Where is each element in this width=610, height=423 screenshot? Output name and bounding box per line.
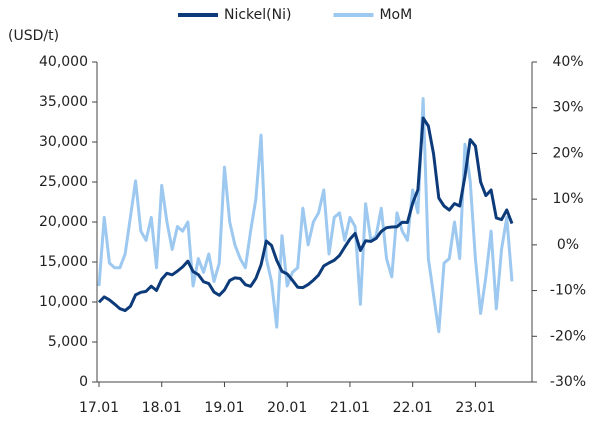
y-tick-label: 10,000 bbox=[39, 294, 88, 310]
y-tick-label: 0 bbox=[79, 374, 88, 390]
x-tick-label: 19.01 bbox=[204, 400, 244, 416]
x-tick-label: 18.01 bbox=[142, 400, 182, 416]
y-tick-label: 40,000 bbox=[39, 54, 88, 70]
y2-tick-label: -10% bbox=[550, 283, 586, 299]
y2-tick-label: 30% bbox=[552, 100, 583, 116]
legend-label: MoM bbox=[379, 7, 412, 23]
y-tick-label: 25,000 bbox=[39, 174, 88, 190]
x-tick-label: 21.01 bbox=[330, 400, 370, 416]
y-tick-label: 20,000 bbox=[39, 214, 88, 230]
y2-tick-label: 20% bbox=[552, 145, 583, 161]
legend-label: Nickel(Ni) bbox=[224, 7, 291, 23]
y-tick-label: 35,000 bbox=[39, 94, 88, 110]
x-tick-label: 20.01 bbox=[267, 400, 307, 416]
x-tick-label: 23.01 bbox=[455, 400, 495, 416]
x-tick-label: 17.01 bbox=[79, 400, 119, 416]
y-tick-label: 15,000 bbox=[39, 254, 88, 270]
y2-tick-label: 40% bbox=[552, 54, 583, 70]
y2-tick-label: 0% bbox=[557, 237, 579, 253]
y2-tick-label: -30% bbox=[550, 374, 586, 390]
series-line bbox=[97, 97, 514, 334]
series-line bbox=[97, 116, 514, 313]
x-tick-label: 22.01 bbox=[393, 400, 433, 416]
y-tick-label: 5,000 bbox=[48, 334, 88, 350]
y2-tick-label: -20% bbox=[550, 328, 586, 344]
y2-tick-label: 10% bbox=[552, 191, 583, 207]
y-tick-label: 30,000 bbox=[39, 134, 88, 150]
y-axis-label: (USD/t) bbox=[8, 28, 59, 44]
